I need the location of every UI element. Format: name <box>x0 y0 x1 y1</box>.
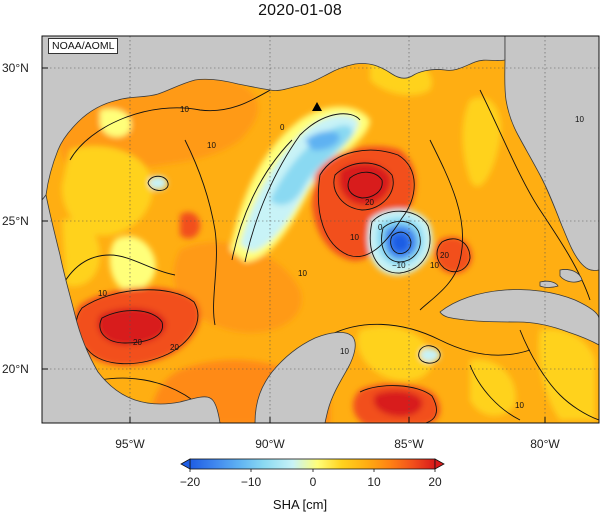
contour-line <box>244 113 361 263</box>
sha-region-yellow-se <box>538 329 595 420</box>
sha-region-red-sw-core <box>97 308 166 345</box>
colorbar-tick: −10 <box>241 475 262 489</box>
contour-line <box>479 89 591 301</box>
contour-label: 10 <box>298 269 307 278</box>
sha-region-yellow-west <box>62 219 100 287</box>
sha-region-cold-eddy-core <box>391 233 410 253</box>
land-bahamas <box>559 269 583 283</box>
gridlines <box>42 36 599 423</box>
sha-region-orange-central <box>173 242 302 333</box>
contour-label: 10 <box>350 233 359 242</box>
contour-label: 10 <box>98 289 107 298</box>
sha-region-red-small-w <box>180 212 200 239</box>
contour-label: 10 <box>180 105 189 114</box>
contour-label: 10 <box>575 115 584 124</box>
sha-region-red-south-core <box>373 390 423 417</box>
contour-line <box>317 149 415 257</box>
land-mexico <box>42 194 221 423</box>
colorbar: −20 −10 0 10 20 <box>180 458 445 489</box>
lat-label: 20°N <box>2 362 29 376</box>
land-florida-keys <box>539 280 559 288</box>
lat-label: 30°N <box>2 61 29 75</box>
contour-line <box>329 323 531 356</box>
map-frame <box>41 35 600 424</box>
land-yucatan <box>254 332 356 423</box>
contour-line <box>381 221 421 263</box>
contour-line <box>347 171 383 199</box>
contour-label: 20 <box>440 251 449 260</box>
contour-label: 0 <box>378 223 383 232</box>
map-field: 10 10 0 10 20 10 −10 0 10 20 10 20 20 10… <box>42 36 599 423</box>
credit-label: NOAA/AOML <box>48 38 119 54</box>
sha-region-yellow-channel <box>357 326 433 381</box>
lon-label: 80°W <box>530 437 560 451</box>
colorbar-right-arrow <box>434 458 445 470</box>
contour-line <box>59 254 176 291</box>
colorbar-tick: 0 <box>310 475 317 489</box>
land-cuba <box>439 289 599 346</box>
contour-line <box>99 310 163 344</box>
contour-lines <box>59 79 599 423</box>
lat-labels: 30°N 25°N 20°N <box>2 61 29 376</box>
contour-label: 20 <box>133 338 142 347</box>
contour-label: 0 <box>280 123 285 132</box>
lat-label: 25°N <box>2 214 29 228</box>
contour-label: 20 <box>365 198 374 207</box>
contour-line <box>184 139 217 326</box>
sha-region-yellow-center-w <box>109 236 156 291</box>
colorbar-fill <box>189 458 436 470</box>
sha-region-red-eddy-core <box>338 163 391 205</box>
contour-line <box>419 139 464 311</box>
contour-label: 10 <box>430 261 439 270</box>
lon-labels: 95°W 90°W 85°W 80°W <box>115 437 560 451</box>
contour-label: −10 <box>392 261 406 270</box>
land-florida-peninsula <box>504 36 599 271</box>
colorbar-left-arrow <box>180 458 191 470</box>
colorbar-tick: −20 <box>180 475 201 489</box>
lon-label: 85°W <box>394 437 424 451</box>
sha-region-red-east-eddy <box>435 236 472 274</box>
contour-line <box>390 231 412 254</box>
contour-line <box>333 162 394 211</box>
contour-line <box>369 210 431 274</box>
contour-label: 20 <box>170 343 179 352</box>
contour-line <box>231 139 293 261</box>
contour-line <box>436 238 471 272</box>
tick-marks <box>42 67 546 423</box>
map-title: 2020-01-08 <box>258 2 342 19</box>
contour-label: 10 <box>515 401 524 410</box>
sha-region-blue-north <box>305 131 340 151</box>
triangle-marker <box>312 102 322 111</box>
contour-label: 10 <box>340 347 349 356</box>
colorbar-tick: 20 <box>428 475 442 489</box>
sha-region-blue-blob-west <box>149 176 167 190</box>
contour-line <box>69 79 291 161</box>
contour-line <box>418 345 441 364</box>
contour-line <box>519 329 599 421</box>
contour-label: 10 <box>207 141 216 150</box>
contour-line <box>147 175 169 191</box>
colorbar-tick: 10 <box>367 475 381 489</box>
sha-region-blue-blob-south <box>420 348 440 362</box>
sha-region-yellow-nw2 <box>100 108 131 137</box>
lon-label: 90°W <box>255 437 285 451</box>
land-us-gulf-coast <box>42 36 506 201</box>
contour-labels: 10 10 0 10 20 10 −10 0 10 20 10 20 20 10… <box>98 105 584 410</box>
lon-label: 95°W <box>115 437 145 451</box>
contour-line <box>469 364 521 421</box>
colorbar-label: SHA [cm] <box>272 497 328 512</box>
sha-region-yellow-east <box>462 97 501 187</box>
land <box>42 36 599 423</box>
contour-line <box>359 385 437 423</box>
sha-region-yellow-caribbean <box>470 359 516 416</box>
